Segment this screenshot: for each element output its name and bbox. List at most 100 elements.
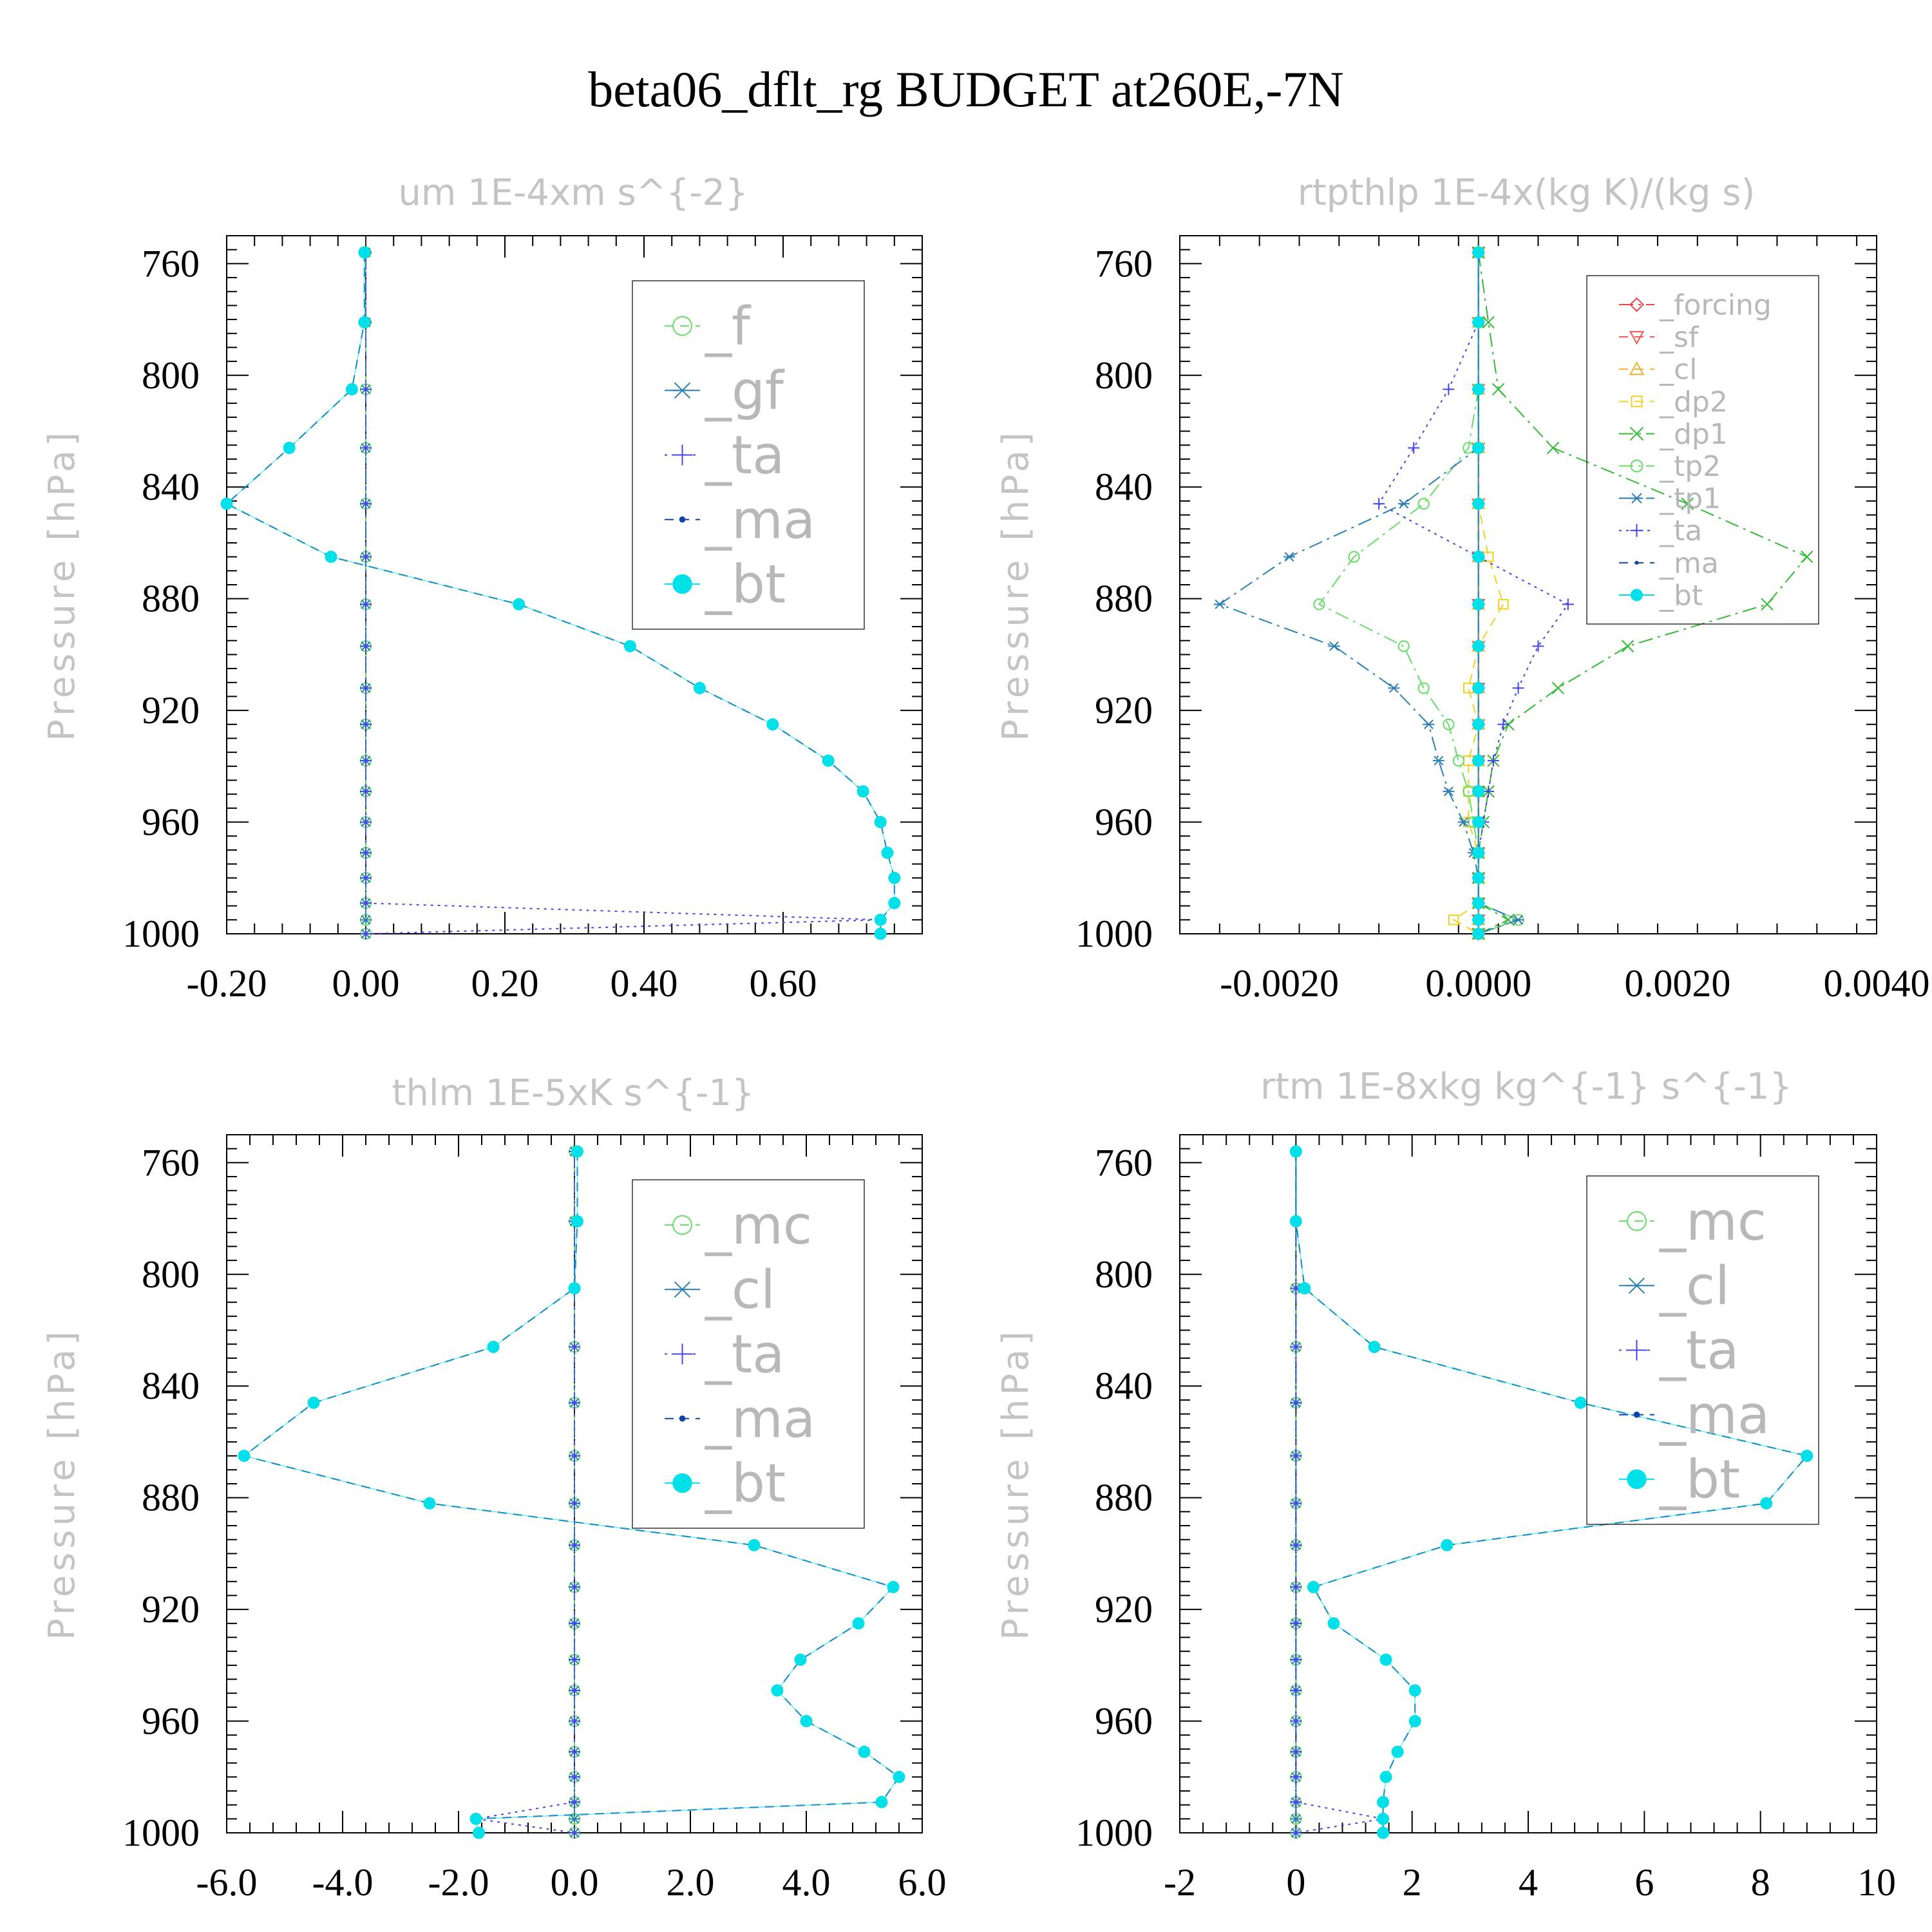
data-point (1502, 913, 1515, 927)
data-point (569, 1341, 580, 1353)
data-point (1290, 1581, 1302, 1593)
legend-label: _ma (705, 489, 815, 551)
legend-label: _bt (705, 554, 786, 616)
y-tick-label: 1000 (1075, 913, 1153, 955)
data-point (569, 1617, 580, 1629)
data-point (623, 639, 636, 652)
data-point (1472, 718, 1485, 731)
legend-marker (1630, 524, 1643, 537)
data-point (1368, 1341, 1381, 1354)
data-point (1377, 1795, 1390, 1808)
data-point (800, 1715, 813, 1728)
y-tick-label: 800 (142, 1253, 200, 1296)
legend-box (632, 280, 865, 630)
data-point (1441, 1539, 1454, 1551)
data-point (360, 816, 372, 828)
data-point (1408, 1715, 1421, 1728)
data-point (1328, 641, 1340, 651)
data-point (569, 1497, 580, 1510)
x-tick-label: 8 (1751, 1861, 1770, 1904)
data-point (569, 1746, 580, 1758)
data-point (1327, 1617, 1340, 1630)
x-tick-label: -4.0 (312, 1861, 374, 1904)
data-point (1408, 1684, 1421, 1697)
y-tick-label: 760 (142, 1141, 200, 1184)
data-point (1492, 383, 1505, 396)
data-point (1472, 551, 1485, 564)
data-point (360, 498, 372, 510)
legend-label: _cl (1659, 1256, 1730, 1317)
legend-label: _bt (1659, 1450, 1740, 1511)
legend-label: _bt (1659, 579, 1703, 612)
data-point (1290, 1497, 1302, 1510)
data-point (345, 383, 358, 395)
data-point (360, 872, 372, 884)
data-point (1487, 755, 1499, 767)
data-point (1472, 442, 1485, 455)
series-line (1295, 1151, 1383, 1833)
legend: _mc_cl_ta_ma_bt (632, 1179, 865, 1529)
legend-marker (1633, 1411, 1640, 1418)
data-point (1290, 1684, 1302, 1696)
legend-marker (679, 516, 686, 523)
data-point (569, 1715, 580, 1727)
data-point (1482, 316, 1495, 329)
legend-label: _sf (1659, 321, 1700, 354)
y-tick-label: 760 (1095, 1141, 1153, 1184)
series-bt (220, 246, 901, 940)
x-tick-label: 0 (1286, 1861, 1305, 1904)
legend-marker (672, 1473, 692, 1493)
data-point (360, 442, 372, 454)
data-point (1801, 550, 1814, 564)
data-point (893, 1770, 905, 1783)
data-point (822, 754, 835, 767)
y-tick-label: 840 (1095, 466, 1153, 508)
data-point (1448, 914, 1459, 925)
data-point (1472, 598, 1485, 611)
data-point (874, 913, 887, 926)
legend-box (1586, 1175, 1819, 1525)
data-point (283, 442, 296, 455)
y-tick-label: 960 (1095, 1700, 1153, 1743)
y-axis-label: Pressure [hPa] (995, 428, 1037, 741)
legend: _f_gf_ta_ma_bt (632, 280, 865, 630)
data-point (1443, 786, 1455, 797)
x-tick-label: 2 (1403, 1861, 1422, 1904)
legend-marker (1629, 426, 1644, 441)
legend-label: _ta (1659, 515, 1702, 547)
data-point (1290, 1397, 1302, 1409)
legend-label: _dp1 (1659, 418, 1728, 451)
panels-group: um 1E-4xm s^{-2}Pressure [hPa]7608008408… (41, 172, 1930, 1904)
data-point (513, 598, 526, 611)
data-point (220, 497, 233, 510)
legend-marker (1626, 1277, 1647, 1294)
legend-marker (1626, 1340, 1647, 1361)
data-point (888, 896, 901, 909)
data-point (1290, 1746, 1302, 1758)
legend-marker (1634, 560, 1639, 565)
data-point (358, 316, 371, 328)
data-point (1472, 846, 1485, 859)
data-point (1472, 927, 1485, 940)
y-axis-label: Pressure [hPa] (41, 1327, 83, 1640)
y-tick-label: 880 (1095, 578, 1153, 620)
data-point (1472, 871, 1485, 884)
data-point (1681, 497, 1694, 510)
data-point (1290, 1827, 1302, 1839)
data-point (360, 551, 372, 563)
data-point (1472, 896, 1485, 909)
y-tick-label: 1000 (1075, 1812, 1153, 1854)
data-point (1289, 1145, 1302, 1158)
x-tick-label: 6.0 (898, 1861, 947, 1904)
data-point (360, 640, 372, 652)
data-point (1379, 1770, 1392, 1783)
legend-label: _tp1 (1659, 482, 1721, 515)
y-tick-label: 960 (142, 801, 200, 844)
data-point (1443, 383, 1455, 395)
legend-marker (1629, 297, 1644, 312)
data-point (1397, 498, 1410, 509)
data-point (569, 1397, 580, 1409)
data-point (874, 816, 887, 829)
data-point (238, 1450, 251, 1463)
